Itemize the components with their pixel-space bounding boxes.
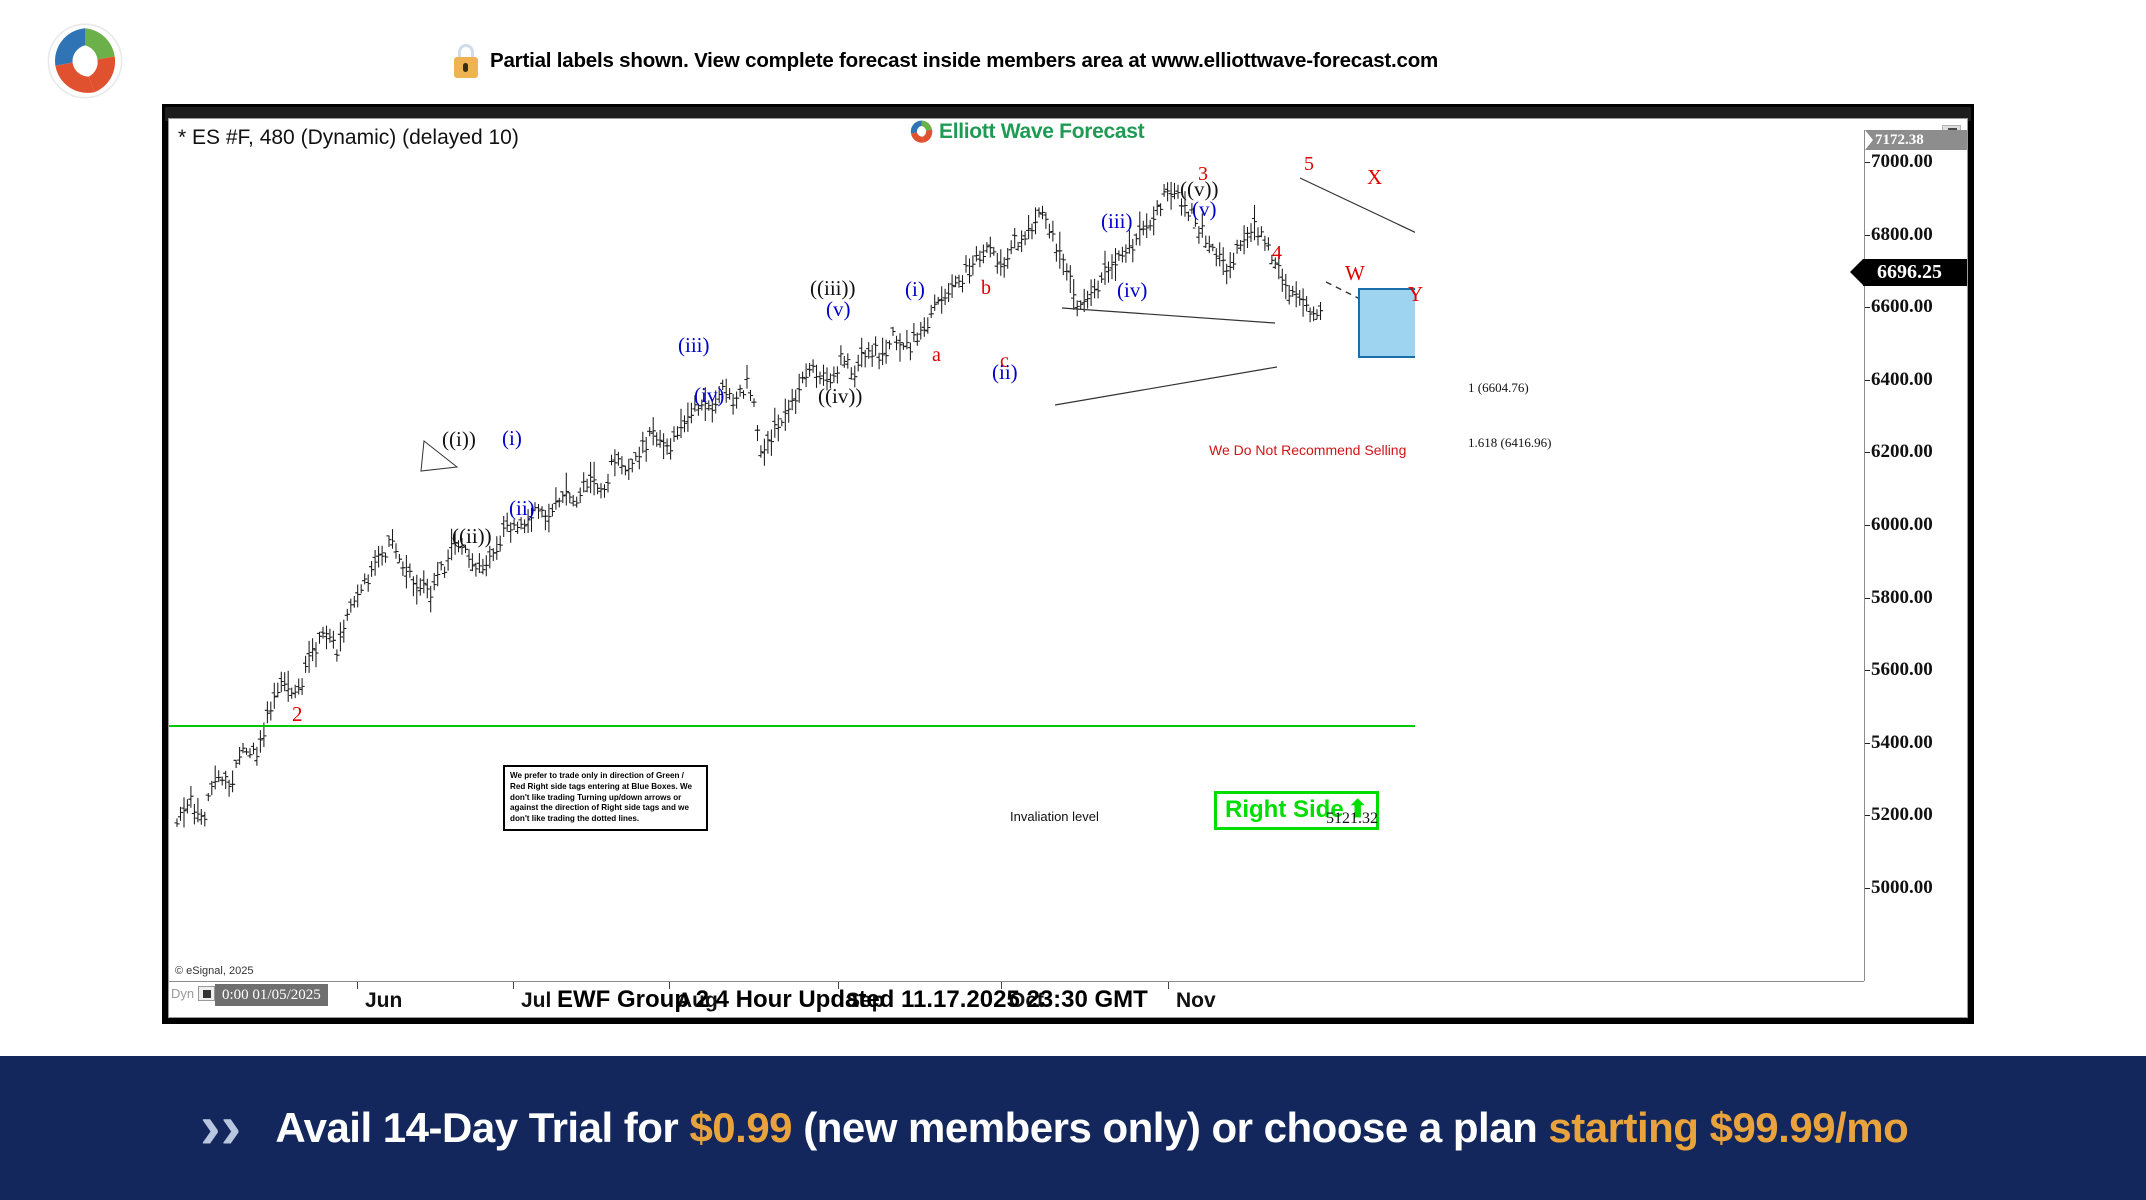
chart-window: * ES #F, 480 (Dynamic) (delayed 10) Elli… [162,104,1974,1024]
dyn-button[interactable]: Dyn [171,986,216,1001]
time-tick-nov: Nov [1176,989,1216,1012]
promo-banner[interactable]: › › Avail 14-Day Trial for $0.99 (new mem… [0,1056,2146,1200]
chart-symbol-title: * ES #F, 480 (Dynamic) (delayed 10) [178,126,519,149]
time-tick-mark-jun [357,982,358,989]
price-tick-6800-00: 6800.00 [1865,223,1933,245]
trading-rules-note: We prefer to trade only in direction of … [503,765,708,831]
wave-label-v-17: ((v)) [1180,177,1219,201]
time-axis[interactable]: Dyn 0:00 01/05/2025 Jun Jul Aug Sep Oct Nov E… [169,981,1864,1017]
ewf-swirl-icon [909,119,934,144]
wave-label-c-12: c [1000,350,1009,372]
wave-label-i-0: ((i)) [442,427,476,451]
esignal-copyright: © eSignal, 2025 [175,965,254,977]
notice-text: Partial labels shown. View complete fore… [490,49,1439,72]
fib-level-1-label: 1 (6604.76) [1468,380,1529,395]
chart-canvas: * ES #F, 480 (Dynamic) (delayed 10) Elli… [168,118,1968,1018]
wave-label-5-20: 5 [1304,153,1314,175]
wave-label-i-9: (i) [905,277,925,301]
promo-price-trial: $0.99 [689,1104,793,1151]
last-price-marker: 6696.25 [1850,259,1967,287]
price-tick-6200-00: 6200.00 [1865,441,1933,463]
ewf-watermark: Elliott Wave Forecast [909,119,1145,144]
chart-titlebar [165,107,1971,121]
no-sell-note: We Do Not Recommend Selling [1209,442,1407,458]
brand-logo [46,22,124,100]
time-tick-jun: Jun [365,989,403,1012]
wave-label-W-22: W [1345,261,1365,285]
double-chevron-right-icon: › › [200,1093,242,1162]
wave-label-iii-6: ((iii)) [810,276,856,300]
price-axis[interactable]: 7172.38 7000.00 6800.00 6600.00 6400.00 6200… [1850,130,1967,981]
time-tick-mark-aug [669,982,670,989]
update-timestamp-overlay: EWF Group 2 4 Hour Updated 11.17.2025 23… [557,986,1148,1013]
wave-label-4-19: 4 [1272,242,1282,264]
wave-label-iv-5: (iv) [694,383,725,407]
wave-label-a-10: a [932,344,941,366]
price-tick-5000-00: 5000.00 [1865,877,1933,898]
time-tick-mark-oct [1001,982,1002,989]
price-tick-5800-00: 5800.00 [1865,586,1933,608]
wave-label-ii-2: (ii) [509,496,535,520]
price-tick-5200-00: 5200.00 [1865,804,1933,826]
ewf-watermark-label: Elliott Wave Forecast [939,119,1145,143]
time-tick-aug: Aug [677,989,718,1012]
promo-part-1: Avail 14-Day Trial for [275,1104,690,1151]
price-axis-top-value: 7172.38 [1865,130,1967,150]
wave-label-2-24: 2 [292,702,303,726]
price-plot-area: ((i)) (i) (ii) ((ii)) (iii) (iv) ((iii)) (v) ((i… [169,141,1551,986]
invalidation-level-value: 5121.32 [1326,810,1378,827]
invalidation-level-label: Invaliation level [1010,809,1099,824]
time-tick-mark-jul [513,982,514,989]
wave-label-ii-13: (ii) [992,360,1018,384]
promo-part-2: (new members only) or choose a plan [792,1104,1549,1151]
wave-label-iv-15: (iv) [1117,278,1148,302]
partial-labels-notice: Partial labels shown. View complete fore… [452,44,1438,78]
time-cursor-readout: 0:00 01/05/2025 [215,984,328,1006]
promo-text: Avail 14-Day Trial for $0.99 (new member… [275,1104,1908,1152]
price-tick-7000-00: 7000.00 [1865,151,1933,172]
wave-label-i-1: (i) [502,426,522,450]
time-tick-jul: Jul [521,989,552,1012]
wave-label-X-21: X [1367,165,1383,189]
right-side-label: Right Side [1225,795,1344,823]
dyn-label: Dyn [171,986,195,1001]
time-tick-mark-nov [1168,982,1169,989]
price-tick-6000-00: 6000.00 [1865,514,1933,535]
wave-label-v-18: (v) [1192,197,1217,221]
wave-label-iii-4: (iii) [678,333,710,357]
price-tick-5400-00: 5400.00 [1865,731,1933,753]
time-tick-oct: Oct [1009,989,1045,1012]
price-tick-5600-00: 5600.00 [1865,659,1933,681]
wave-label-iv-8: ((iv)) [818,384,863,408]
up-arrow-icon: ⬆ [1347,796,1368,823]
fib-level-1618-label: 1.618 (6416.96) [1468,435,1552,450]
wave-label-ii-3: ((ii)) [452,524,492,548]
lock-icon [452,44,480,78]
time-tick-sep: Sep [846,989,885,1012]
price-tick-6600-00: 6600.00 [1865,296,1933,318]
wave-label-b-11: b [981,277,991,299]
wave-label-3-16: 3 [1198,163,1208,185]
right-side-badge: Right Side ⬆ [1214,791,1379,830]
promo-price-plan: starting $99.99/mo [1548,1104,1909,1151]
wave-label-v-7: (v) [826,297,851,321]
wave-label-iii-14: (iii) [1101,209,1133,233]
time-tick-mark-sep [838,982,839,989]
price-tick-6400-00: 6400.00 [1865,368,1933,390]
lock-toggle-icon[interactable] [198,986,216,1001]
wave-label-Y-23: Y [1408,282,1424,306]
